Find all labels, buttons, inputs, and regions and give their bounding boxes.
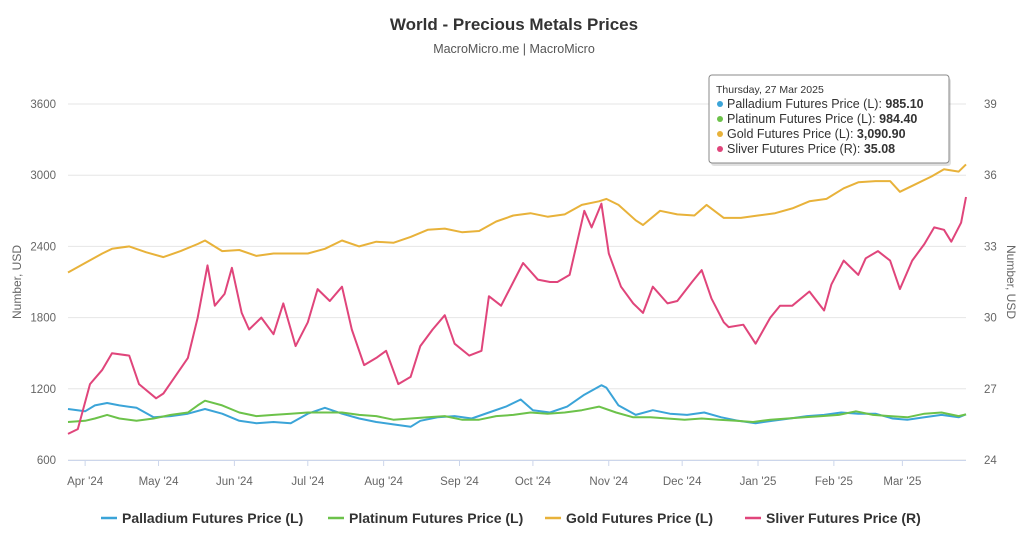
legend: Palladium Futures Price (L) Platinum Futu… (101, 510, 921, 526)
y-axis-left: 600 1200 1800 2400 3000 3600 (30, 99, 56, 467)
y-axis-right-title: Number, USD (1004, 245, 1018, 319)
tooltip-date: Thursday, 27 Mar 2025 (716, 84, 824, 96)
y-right-tick-label: 27 (984, 384, 997, 396)
series-line-4 (67, 196, 967, 435)
y-right-tick-label: 39 (984, 99, 997, 111)
y-right-tick-label: 36 (984, 170, 997, 182)
x-tick-label: Jun '24 (216, 476, 253, 488)
x-tick-label: Oct '24 (515, 476, 552, 488)
series-line-3 (67, 163, 967, 274)
y-right-tick-label: 33 (984, 241, 997, 253)
tooltip-entry: Sliver Futures Price (R): 35.08 (727, 142, 895, 156)
tooltip-marker (717, 146, 723, 152)
y-axis-right: 24 27 30 33 36 39 (984, 99, 997, 467)
y-left-tick-label: 1200 (30, 384, 56, 396)
tooltip-marker (717, 101, 723, 107)
tooltip-entry: Gold Futures Price (L): 3,090.90 (727, 127, 906, 141)
tooltip-marker (717, 131, 723, 137)
chart-subtitle: MacroMicro.me | MacroMicro (433, 42, 595, 56)
x-tick-label: Sep '24 (440, 476, 479, 488)
x-tick-label: Dec '24 (663, 476, 702, 488)
tooltip-box (708, 74, 950, 164)
y-left-tick-label: 3000 (30, 170, 56, 182)
x-tick-label: Jul '24 (291, 476, 324, 488)
x-tick-label: Aug '24 (364, 476, 403, 488)
series-line-1 (67, 384, 967, 428)
x-tick-label: Apr '24 (67, 476, 104, 488)
tooltip-entry: Platinum Futures Price (L): 984.40 (727, 112, 917, 126)
x-tick-label: Mar '25 (883, 476, 921, 488)
x-tick-label: Nov '24 (589, 476, 628, 488)
series-lines (67, 163, 967, 435)
x-tick-label: May '24 (139, 476, 180, 488)
y-right-tick-label: 24 (984, 455, 997, 467)
x-axis: Apr '24 May '24 Jun '24 Jul '24 Aug '24 Sep '… (67, 460, 966, 488)
y-right-tick-label: 30 (984, 313, 997, 325)
tooltip-entry: Palladium Futures Price (L): 985.10 (727, 97, 924, 111)
y-left-tick-label: 1800 (30, 313, 56, 325)
legend-item: Sliver Futures Price (R) (766, 510, 921, 526)
tooltip-marker (717, 116, 723, 122)
x-tick-label: Jan '25 (740, 476, 777, 488)
legend-item: Palladium Futures Price (L) (122, 510, 303, 526)
y-left-tick-label: 600 (37, 455, 56, 467)
y-left-tick-label: 3600 (30, 99, 56, 111)
chart-title: World - Precious Metals Prices (390, 15, 638, 34)
y-left-tick-label: 2400 (30, 241, 56, 253)
x-tick-label: Feb '25 (815, 476, 853, 488)
legend-item: Gold Futures Price (L) (566, 510, 713, 526)
series-line-2 (67, 399, 967, 423)
y-axis-left-title: Number, USD (10, 245, 24, 319)
legend-item: Platinum Futures Price (L) (349, 510, 523, 526)
